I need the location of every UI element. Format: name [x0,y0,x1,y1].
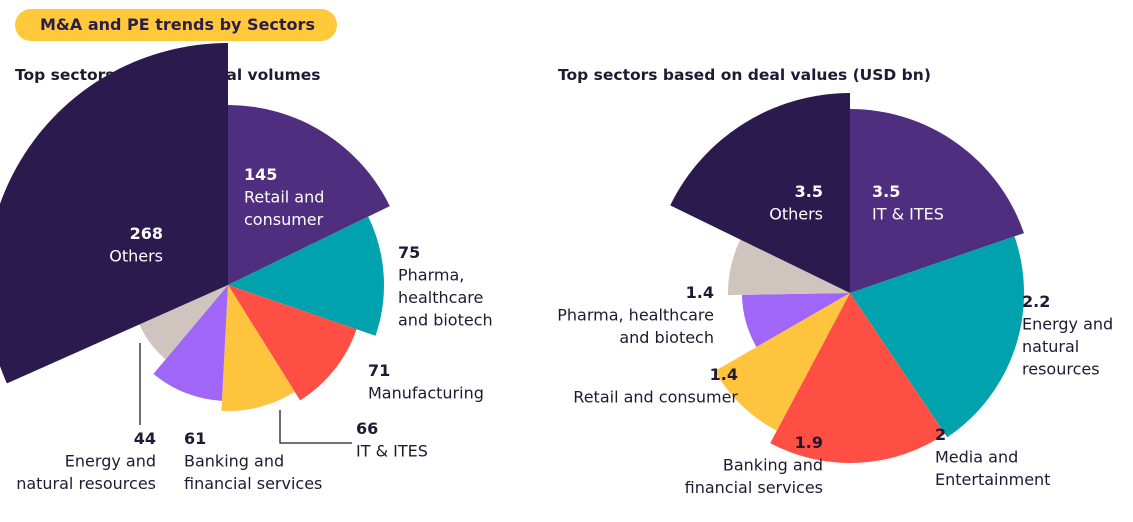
chart-title-deal-values: Top sectors based on deal values (USD bn… [558,66,931,84]
data-value: 2 [935,425,946,444]
data-category-line: Retail and [244,188,324,207]
pie-slice-media-and-entertainment [770,293,946,464]
data-value: 66 [356,419,378,438]
data-value: 1.4 [710,365,738,384]
data-category-line: financial services [685,478,823,497]
data-label-others: 3.5 Others [769,182,823,224]
data-category-line: Others [109,247,163,266]
pie-slice-retail-and-consumer [228,105,390,285]
data-category-line: consumer [244,210,324,229]
pie-slice-energy-and-natural-resources [850,236,1024,438]
data-category-line: Others [769,205,823,224]
pie-slice-others [0,43,228,384]
data-value: 3.5 [795,182,823,201]
data-category-line: financial services [184,474,322,493]
data-label-pharma-healthcare-and-biotech: 1.4 Pharma, healthcare and biotech [557,283,714,347]
data-label-banking-and-financial-services: 61 Banking and financial services [184,429,322,493]
data-value: 1.9 [795,433,823,452]
data-category-line: and biotech [619,328,714,347]
pie-slice-it-ites [221,285,295,412]
pie-slice-retail-and-consumer [742,293,850,347]
data-category-line: natural resources [16,474,156,493]
pie-chart-values: 3.5 IT & ITES 2.2 Energy and natural resource… [557,93,1113,497]
data-label-pharma-healthcare-and-biotech: 75 Pharma, healthcare and biotech [398,243,493,330]
leader-line-it-ites [279,410,352,444]
data-category-line: IT & ITES [872,205,944,224]
data-value: 75 [398,243,420,262]
data-label-retail-and-consumer: 1.4 Retail and consumer [573,365,738,407]
pie-slice-it-ites [850,109,1024,293]
data-label-media-and-entertainment: 2 Media and Entertainment [935,425,1050,489]
data-value: 145 [244,165,277,184]
data-category-line: natural [1022,337,1079,356]
data-value: 3.5 [872,182,900,201]
data-label-banking-and-financial-services: 1.9 Banking and financial services [685,433,823,497]
data-value: 2.2 [1022,292,1050,311]
data-category-line: IT & ITES [356,442,428,461]
pie-slices [0,43,390,412]
data-category-line: Energy and [1022,315,1113,334]
data-value: 71 [368,361,390,380]
data-category-line: Banking and [723,456,823,475]
data-label-it-ites: 3.5 IT & ITES [872,182,944,224]
data-label-manufacturing: 71 Manufacturing [368,361,484,403]
data-value: 1.4 [686,283,714,302]
pie-slices [670,93,1024,464]
data-value: 61 [184,429,206,448]
data-category-line: Pharma, healthcare [557,306,714,325]
pie-slice-energy-and-natural-resources [139,285,228,360]
data-category-line: Media and [935,448,1018,467]
data-category-line: Retail and consumer [573,388,738,407]
pie-slice-others [670,93,850,293]
data-category-line: Entertainment [935,470,1050,489]
data-label-energy-and-natural-resources: 2.2 Energy and natural resources [1022,292,1113,379]
data-category-line: Pharma, [398,266,464,285]
data-category-line: resources [1022,360,1100,379]
pie-slice-manufacturing [228,285,357,401]
data-label-energy-and-natural-resources: 44 Energy and natural resources [16,429,156,493]
data-label-others: 268 Others [109,224,163,266]
data-category-line: Banking and [184,452,284,471]
pie-chart-volumes: 145 Retail and consumer 75 Pharma, healthcare… [0,43,493,493]
pie-slice-banking-and-financial-services [714,293,850,431]
data-category-line: and biotech [398,311,493,330]
data-category-line: Manufacturing [368,384,484,403]
section-badge: M&A and PE trends by Sectors [15,9,337,41]
pie-slice-banking-and-financial-services [153,285,228,401]
data-label-it-ites: 66 IT & ITES [356,419,428,461]
data-category-line: healthcare [398,288,483,307]
pie-slice-pharma-healthcare-and-biotech [228,216,384,336]
data-value: 44 [134,429,156,448]
data-label-retail-and-consumer: 145 Retail and consumer [244,165,324,229]
data-category-line: Energy and [65,452,156,471]
pie-labels: 3.5 IT & ITES 2.2 Energy and natural resource… [557,182,1113,497]
data-value: 268 [130,224,163,243]
pie-slice-pharma-healthcare-and-biotech [728,239,850,296]
pie-labels: 145 Retail and consumer 75 Pharma, healthcare… [16,165,492,493]
